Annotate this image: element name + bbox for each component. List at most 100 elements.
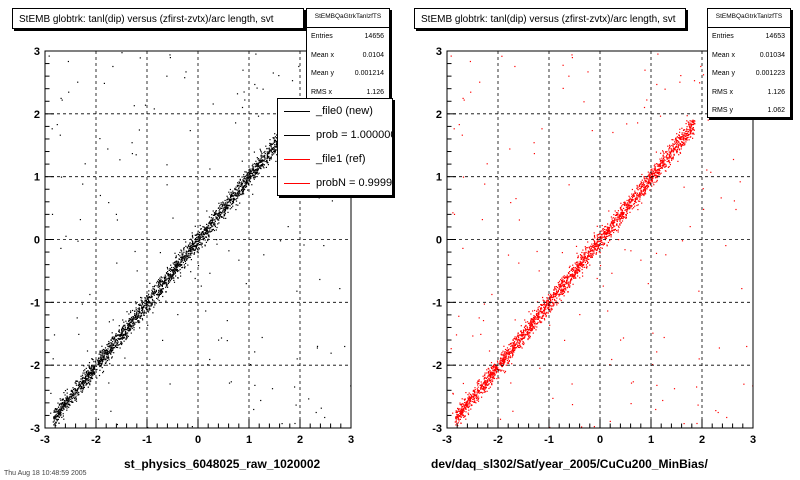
scatter-point bbox=[623, 207, 625, 209]
scatter-point bbox=[63, 402, 65, 404]
scatter-point bbox=[548, 306, 550, 308]
scatter-point bbox=[58, 422, 60, 424]
scatter-point bbox=[114, 344, 116, 346]
scatter-point bbox=[163, 280, 165, 283]
scatter-point bbox=[162, 287, 164, 290]
scatter-point bbox=[688, 125, 690, 127]
scatter-point bbox=[180, 258, 183, 260]
scatter-point bbox=[115, 333, 117, 335]
scatter-point bbox=[88, 366, 90, 368]
scatter-point bbox=[530, 329, 532, 331]
scatter-point bbox=[486, 381, 489, 383]
scatter-point bbox=[60, 410, 62, 412]
scatter-point bbox=[475, 402, 477, 404]
scatter-point bbox=[641, 173, 643, 176]
scatter-point bbox=[138, 313, 140, 315]
scatter-point bbox=[502, 359, 504, 361]
scatter-point bbox=[627, 203, 629, 205]
scatter-point bbox=[558, 288, 560, 290]
scatter-point bbox=[532, 326, 535, 328]
scatter-point bbox=[275, 160, 277, 162]
scatter-point bbox=[539, 321, 541, 323]
scatter-point bbox=[558, 286, 560, 288]
scatter-point bbox=[476, 391, 478, 393]
scatter-point bbox=[497, 361, 499, 363]
scatter-point bbox=[579, 267, 581, 269]
scatter-point bbox=[483, 386, 485, 388]
scatter-point bbox=[693, 129, 695, 131]
scatter-point bbox=[476, 399, 478, 401]
scatter-point bbox=[473, 399, 475, 401]
scatter-point bbox=[626, 202, 628, 204]
scatter-point bbox=[508, 360, 510, 362]
scatter-point bbox=[100, 363, 102, 365]
scatter-point bbox=[189, 243, 191, 245]
scatter-point bbox=[593, 239, 595, 242]
scatter-point bbox=[81, 374, 84, 376]
scatter-point bbox=[130, 310, 132, 312]
scatter-point bbox=[185, 252, 187, 254]
scatter-point bbox=[600, 234, 602, 236]
scatter-point bbox=[246, 182, 248, 184]
scatter-point bbox=[204, 244, 206, 246]
scatter-point bbox=[184, 259, 186, 261]
scatter-point bbox=[228, 382, 231, 384]
scatter-point bbox=[700, 65, 702, 68]
scatter-point bbox=[56, 415, 58, 417]
scatter-point bbox=[581, 257, 583, 259]
scatter-point bbox=[554, 294, 556, 296]
scatter-point bbox=[174, 271, 176, 273]
scatter-point bbox=[78, 382, 80, 384]
scatter-point bbox=[613, 220, 615, 222]
scatter-point bbox=[56, 415, 58, 418]
scatter-point bbox=[562, 64, 564, 66]
scatter-point bbox=[651, 179, 653, 181]
scatter-point bbox=[131, 317, 133, 319]
scatter-point bbox=[96, 359, 98, 361]
scatter-point bbox=[153, 288, 155, 290]
scatter-point bbox=[218, 212, 220, 214]
scatter-point bbox=[257, 167, 259, 169]
scatter-point bbox=[501, 361, 503, 363]
scatter-point bbox=[226, 340, 228, 342]
scatter-point bbox=[92, 370, 94, 372]
scatter-point bbox=[556, 304, 558, 306]
scatter-point bbox=[215, 216, 217, 218]
scatter-point bbox=[82, 388, 85, 390]
scatter-point bbox=[571, 268, 574, 270]
scatter-point bbox=[81, 377, 84, 379]
scatter-point bbox=[211, 214, 213, 216]
scatter-point bbox=[506, 352, 508, 354]
scatter-point bbox=[689, 134, 691, 136]
scatter-point bbox=[609, 224, 611, 226]
scatter-point bbox=[111, 332, 113, 334]
scatter-point bbox=[194, 234, 196, 236]
scatter-point bbox=[589, 264, 591, 266]
scatter-point bbox=[607, 235, 609, 237]
scatter-point bbox=[450, 348, 452, 350]
scatter-point bbox=[452, 392, 454, 394]
scatter-point bbox=[70, 398, 72, 400]
scatter-point bbox=[648, 176, 650, 178]
scatter-point bbox=[646, 185, 648, 187]
scatter-point bbox=[261, 160, 263, 162]
scatter-point bbox=[497, 371, 499, 373]
scatter-point bbox=[97, 418, 100, 420]
scatter-point bbox=[531, 327, 533, 329]
scatter-point bbox=[223, 206, 225, 208]
scatter-point bbox=[690, 129, 692, 132]
scatter-point bbox=[467, 401, 469, 403]
scatter-point bbox=[490, 379, 492, 381]
scatter-point bbox=[597, 247, 599, 249]
scatter-point bbox=[107, 348, 109, 350]
scatter-point bbox=[595, 252, 598, 254]
scatter-point bbox=[199, 236, 201, 238]
scatter-point bbox=[584, 261, 586, 264]
scatter-point bbox=[260, 159, 262, 161]
scatter-point bbox=[684, 144, 686, 146]
scatter-point bbox=[635, 192, 637, 194]
scatter-point bbox=[517, 345, 519, 347]
scatter-point bbox=[657, 53, 659, 55]
scatter-point bbox=[632, 195, 634, 197]
